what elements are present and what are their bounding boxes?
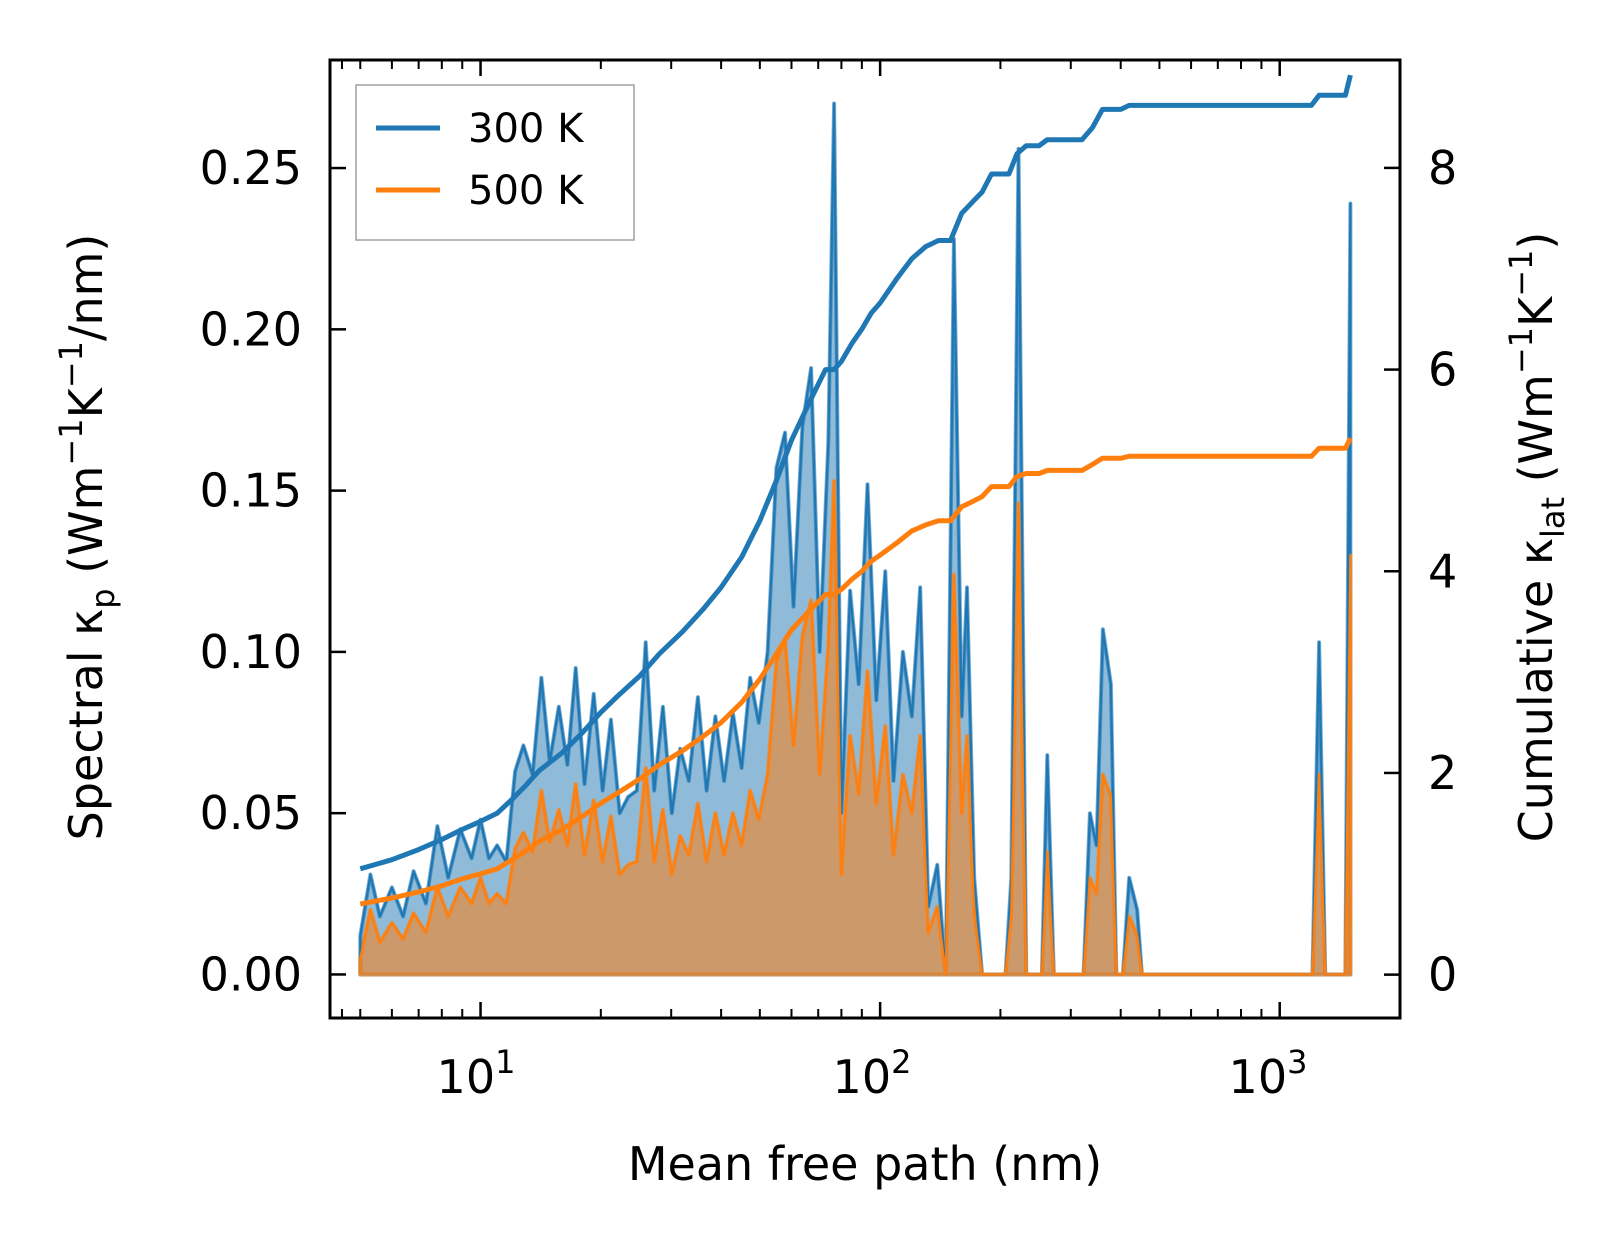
y-right-tick-label: 8 [1428,141,1457,195]
legend-label-300k: 300 K [468,106,585,152]
y-right-axis-title: Cumulative κlat (Wm−1K−1) [1502,232,1572,843]
y-left-axis-title: Spectral κp (Wm−1K−1/nm) [52,234,122,841]
cumulative-line-300k [359,74,1353,872]
x-tick-label: 101 [437,1043,516,1104]
y-right-tick-labels: 0 2 4 6 8 [1428,141,1457,1002]
y-left-tick-label: 0.20 [200,302,302,356]
x-axis-title: Mean free path (nm) [628,1137,1102,1191]
x-tick-label: 103 [1229,1043,1308,1104]
x-tick-labels: 101 102 103 [437,1043,1308,1104]
y-left-tick-label: 0.15 [200,464,302,518]
plot-frame [328,58,1402,1020]
plot-area [358,74,1353,977]
y-left-tick-label: 0.05 [200,786,302,840]
y-left-tick-label: 0.25 [200,141,302,195]
y-left-tick-label: 0.10 [200,625,302,679]
legend: 300 K 500 K [355,84,635,241]
legend-label-500k: 500 K [468,168,585,214]
legend-box [355,84,635,241]
y-right-tick-label: 0 [1428,948,1457,1002]
y-right-tick-label: 4 [1428,544,1457,598]
y-right-tick-label: 2 [1428,746,1457,800]
y-left-tick-labels: 0.00 0.05 0.10 0.15 0.20 0.25 [200,141,302,1001]
y-left-tick-label: 0.00 [200,947,302,1001]
x-tick-label: 102 [833,1043,912,1104]
y-right-tick-label: 6 [1428,343,1457,397]
cumulative-line-500k [359,437,1353,907]
